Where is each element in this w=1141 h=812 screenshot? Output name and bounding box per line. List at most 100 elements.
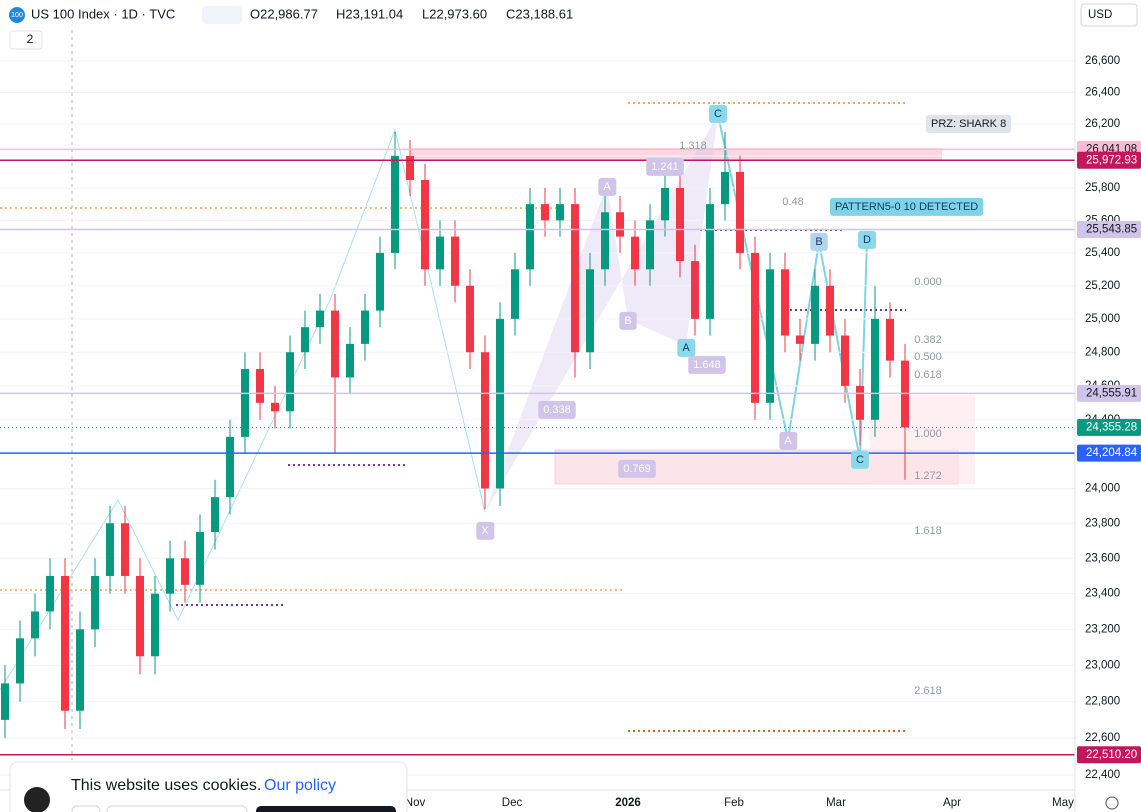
annotation: 0.500 (914, 351, 942, 363)
price-badge-label: 24,355.28 (1086, 421, 1137, 433)
compare-button[interactable] (202, 6, 242, 24)
annotation: X (481, 525, 489, 537)
annotation: A (682, 342, 690, 354)
candle-body (106, 523, 114, 576)
ohlc-high: H23,191.04 (336, 6, 403, 21)
candle-body (436, 236, 444, 270)
candle-body (886, 318, 894, 361)
annotation-box (677, 338, 696, 357)
annotation: 0.48 (782, 196, 803, 208)
candle-body (811, 285, 819, 344)
symbol-logo-text: 100 (11, 12, 23, 19)
annotation: 0.382 (914, 334, 942, 346)
annotation: 1.241 (651, 161, 679, 173)
x-tick-label: Dec (502, 797, 523, 809)
candle-body (121, 523, 129, 576)
candle-body (616, 212, 624, 237)
x-tick-label: Mar (826, 797, 846, 809)
annotation-box (779, 431, 798, 450)
x-tick-label: 2026 (615, 797, 641, 809)
ohlc-low: L22,973.60 (422, 6, 487, 21)
candle-body (31, 611, 39, 639)
candle-body (361, 310, 369, 344)
price-badge-label: 25,972.93 (1086, 154, 1137, 166)
candle-body (286, 352, 294, 412)
currency-button[interactable] (1080, 3, 1138, 27)
plot (0, 60, 1075, 776)
cookie-icon (24, 787, 50, 812)
settings-icon[interactable] (1105, 796, 1119, 810)
candle-body (211, 497, 219, 532)
y-tick-label: 24,800 (1085, 346, 1120, 358)
candle-body (766, 269, 774, 403)
candle-body (721, 171, 729, 205)
annotation-box (476, 521, 495, 540)
price-badge (1077, 151, 1141, 169)
x-tick-label: Apr (943, 797, 961, 809)
prz-zone (410, 148, 942, 160)
ohlc-open: O22,986.77 (250, 6, 318, 21)
price-badge-label: 24,204.84 (1086, 447, 1138, 459)
cookie-button[interactable] (71, 805, 101, 812)
annotation-box (598, 177, 617, 196)
y-tick-label: 23,400 (1085, 588, 1120, 600)
candle-body (226, 436, 234, 498)
candle-body (391, 155, 399, 253)
candle-body (586, 269, 594, 353)
y-tick-label: 23,800 (1085, 517, 1120, 529)
candle-body (331, 310, 339, 378)
annotation: 1.318 (679, 140, 707, 152)
price-badge-label: 25,543.85 (1086, 223, 1137, 235)
candle-body (706, 204, 714, 319)
y-tick-label: 23,200 (1085, 623, 1120, 635)
cookie-policy-link[interactable]: Our policy (264, 777, 336, 794)
annotation: D (863, 234, 871, 246)
price-axis (1075, 0, 1141, 812)
cookie-button[interactable] (106, 805, 248, 812)
cookie-accept-button[interactable] (256, 806, 396, 812)
candle-body (271, 402, 279, 412)
y-tick-label: 22,800 (1085, 696, 1120, 708)
y-tick-label: 23,600 (1085, 552, 1120, 564)
symbol-title[interactable]: US 100 Index · 1D · TVC (31, 6, 175, 21)
candle-body (856, 385, 864, 420)
x-tick-label: Nov (405, 797, 426, 809)
annotation-box (619, 311, 637, 330)
candle-body (676, 187, 684, 262)
candle-body (571, 204, 579, 353)
y-tick-label: 26,200 (1085, 118, 1120, 130)
y-tick-label: 24,000 (1085, 483, 1120, 495)
annotation: 0.000 (914, 276, 942, 288)
candle-body (796, 335, 804, 344)
candle-body (751, 252, 759, 403)
price-badge (1077, 418, 1141, 436)
price-badge (1077, 384, 1141, 402)
candle-body (826, 285, 834, 336)
annotation-box (830, 197, 984, 216)
ohlc-close: C23,188.61 (506, 6, 573, 21)
y-tick-label: 23,000 (1085, 659, 1120, 671)
price-badge (1077, 444, 1141, 462)
x-tick-label: Feb (724, 797, 744, 809)
candle-body (136, 575, 144, 657)
y-tick-label: 25,800 (1085, 182, 1120, 194)
indicator-count[interactable]: 2 (27, 32, 34, 46)
candle-body (46, 575, 54, 612)
annotation: 1.272 (914, 470, 942, 482)
annotation-box (926, 114, 1012, 133)
time-axis: Nov Dec 2026 Feb Mar Apr May (405, 797, 1074, 809)
annotation-box (646, 157, 684, 176)
overlays: PRZ: SHARK 8 PATTERN5-0 10 DETECTED X A B C A B… (0, 104, 1075, 756)
annotation-box (810, 232, 828, 251)
candle-body (691, 261, 699, 319)
indicators-toggle[interactable] (9, 30, 43, 50)
candle-body (781, 269, 789, 336)
y-tick-label: 25,000 (1085, 313, 1120, 325)
candle-body (406, 155, 414, 180)
candle-body (601, 212, 609, 270)
currency[interactable]: USD (1088, 9, 1112, 21)
y-tick-label: 22,600 (1085, 732, 1120, 744)
annotation: 0.618 (914, 369, 942, 381)
